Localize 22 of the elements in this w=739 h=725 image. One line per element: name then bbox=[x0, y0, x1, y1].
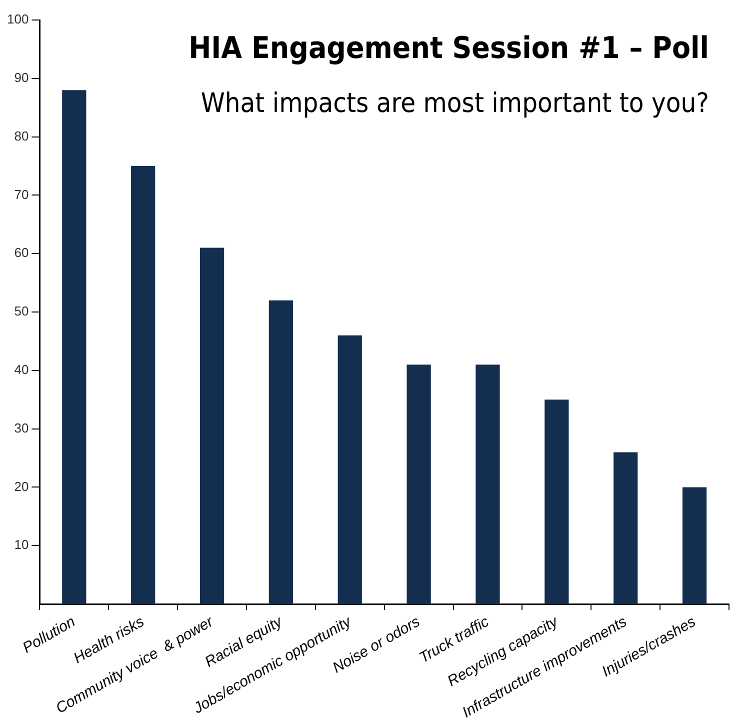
bar bbox=[682, 487, 707, 604]
bar bbox=[200, 248, 224, 604]
bar bbox=[614, 452, 638, 604]
y-tick-label: 80 bbox=[14, 128, 29, 144]
bar bbox=[476, 364, 500, 604]
bar bbox=[268, 300, 294, 604]
y-tick-label: 60 bbox=[14, 245, 29, 260]
text: What impacts are most important to you? bbox=[200, 88, 709, 119]
chart-title: HIA Engagement Session #1 – Poll bbox=[188, 31, 709, 66]
bar bbox=[338, 335, 362, 604]
bar bbox=[544, 400, 569, 604]
y-tick-label: 30 bbox=[14, 420, 29, 436]
y-tick-label: 90 bbox=[14, 70, 29, 85]
bar bbox=[62, 90, 86, 604]
y-tick-label: 20 bbox=[14, 478, 29, 494]
bar bbox=[131, 166, 156, 604]
y-tick-label: 40 bbox=[14, 362, 29, 378]
y-tick-label: 100 bbox=[6, 12, 29, 27]
y-tick-label: 10 bbox=[14, 537, 29, 552]
y-tick-label: 50 bbox=[14, 304, 29, 319]
bar bbox=[406, 364, 431, 604]
y-tick-label: 70 bbox=[14, 186, 29, 202]
